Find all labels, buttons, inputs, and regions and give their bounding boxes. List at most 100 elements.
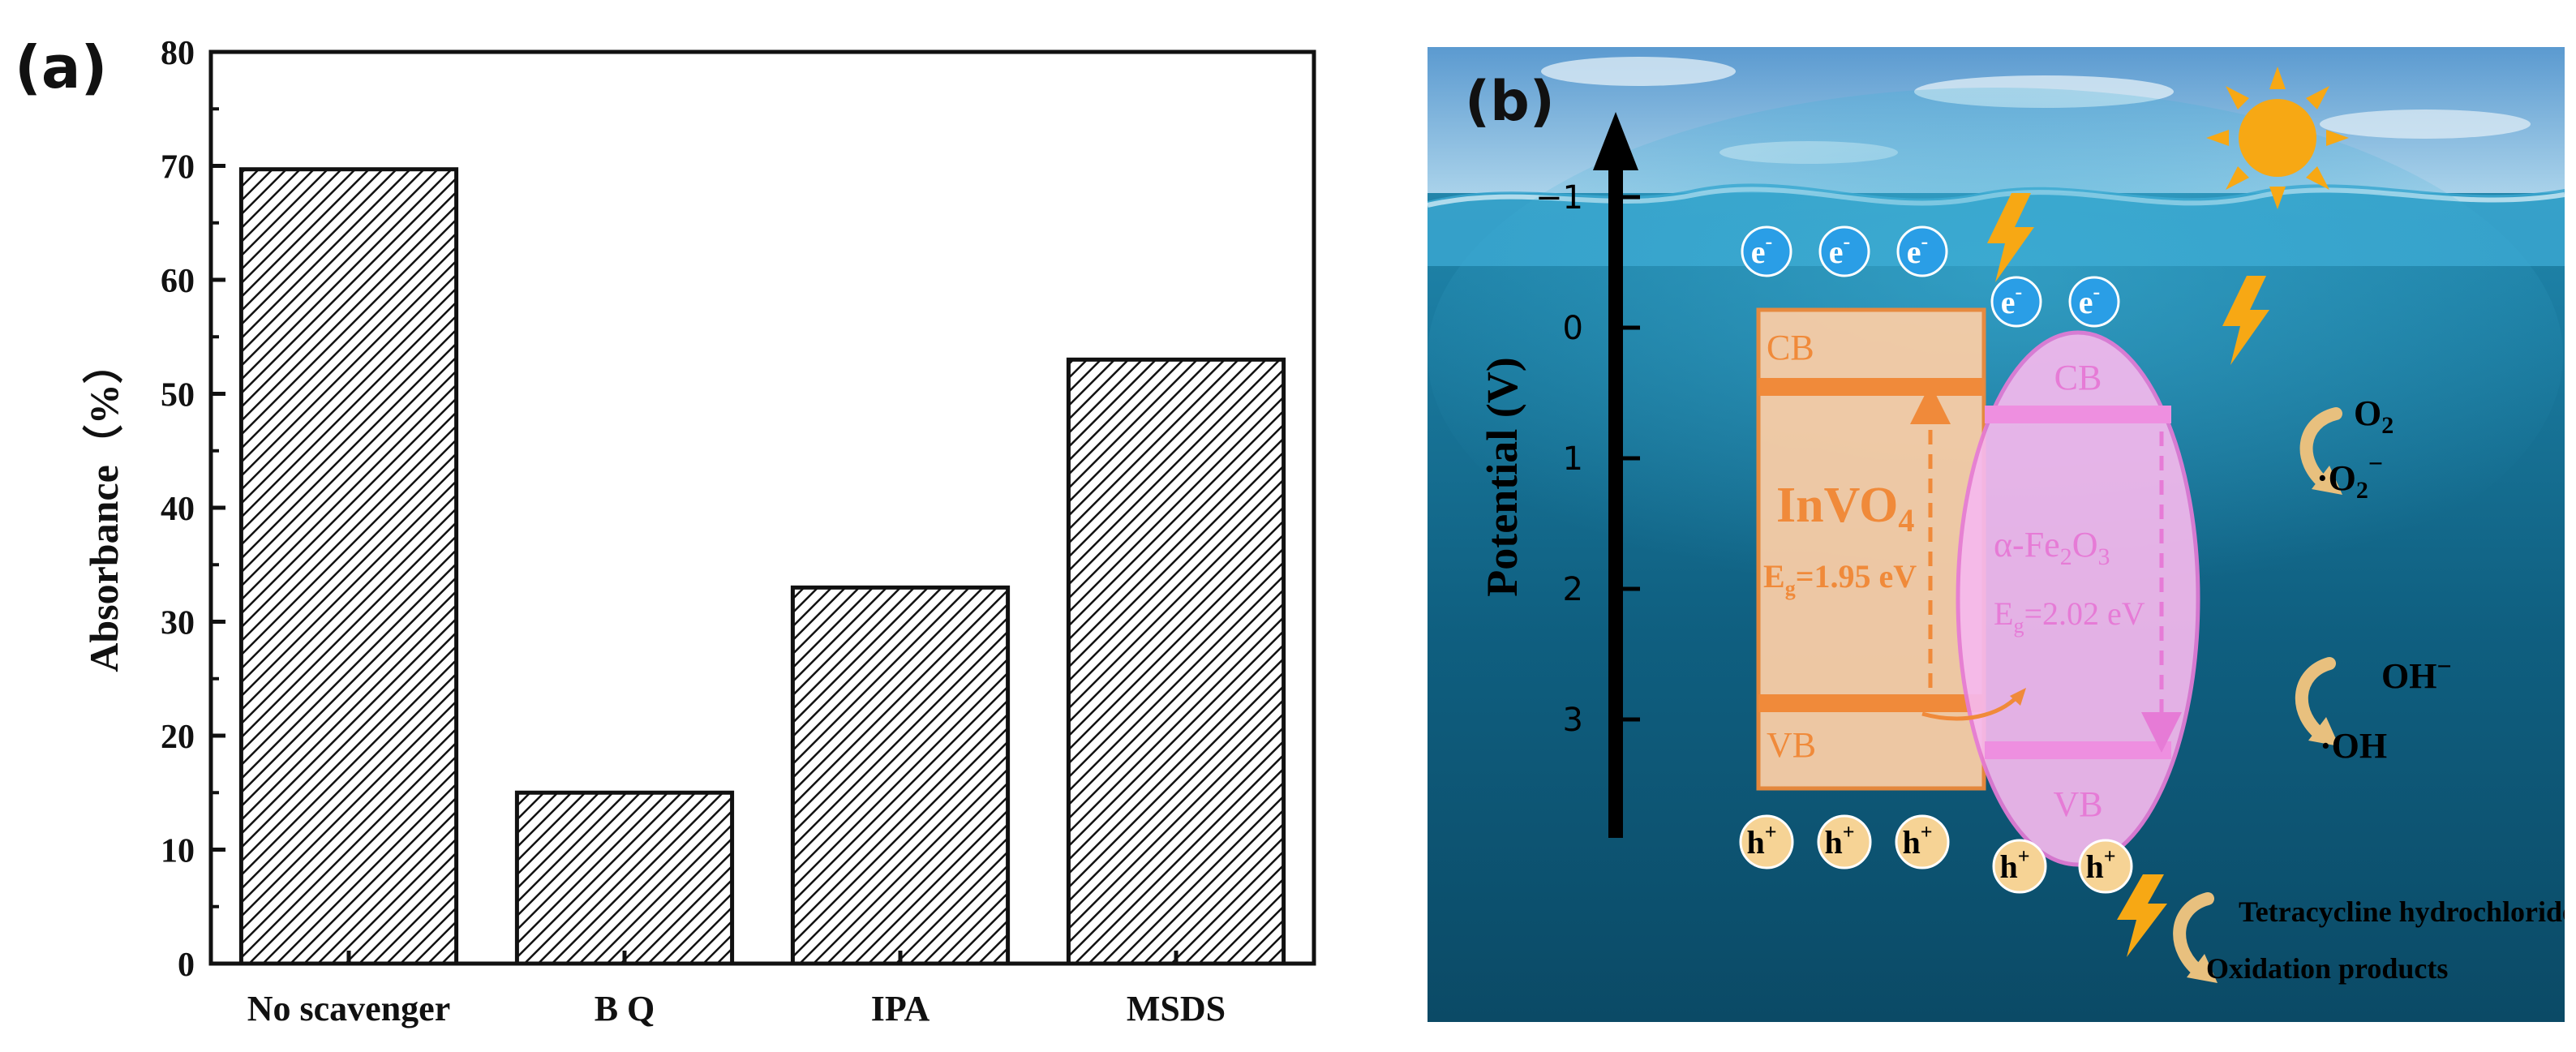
fe2o3-eg-value: =2.02 eV: [2024, 595, 2145, 632]
invo4-eg-sub: g: [1785, 577, 1796, 600]
hydroxide-sup: −: [2436, 651, 2451, 681]
o2-label: O: [2354, 393, 2381, 433]
svg-text:InVO4: InVO4: [1776, 478, 1914, 539]
o2-sub: 2: [2381, 412, 2394, 439]
potential-axis: −1 0 1 2 3 Potential (V): [1478, 112, 1640, 838]
x-tick-label: IPA: [871, 989, 930, 1028]
panel-b-label: (b): [1465, 70, 1555, 134]
x-tick-label: No scavenger: [247, 989, 451, 1028]
y-tick-label: 40: [161, 491, 195, 528]
svg-text:α-Fe2O3: α-Fe2O3: [1994, 525, 2110, 570]
electron-group: e-e-e-e-e-: [1741, 225, 2120, 328]
hydroxyl-radical-label: ·OH: [2320, 726, 2387, 766]
fe2o3-name-sub2: 3: [2098, 543, 2110, 570]
y-tick-label: 60: [161, 263, 195, 300]
y-tick-label: 50: [161, 377, 195, 414]
fe2o3-cb-level: [1985, 406, 2171, 423]
y-tick-label: 10: [161, 833, 195, 870]
cloud: [2320, 109, 2531, 139]
svg-text:Eg=1.95 eV: Eg=1.95 eV: [1763, 558, 1917, 600]
svg-text:e-: e-: [1829, 230, 1850, 270]
superoxide-label: ·O: [2316, 458, 2356, 498]
oxidation-products-label: Oxidation products: [2206, 952, 2448, 985]
reaction-arrow-o2: [2299, 407, 2342, 492]
hole-transfer-arrow: [1921, 694, 2020, 721]
svg-text:h+: h+: [1902, 820, 1932, 861]
potential-tick-label: 0: [1563, 310, 1583, 347]
hole-icon: h+: [1817, 814, 1872, 870]
electron-icon: e-: [1818, 225, 1870, 277]
invo4-band: CB VB InVO4 Eg=1.95 eV: [1756, 307, 1986, 791]
y-tick-label: 30: [161, 605, 195, 642]
potential-axis-label: Potential (V): [1478, 357, 1526, 596]
sun-icon: [2206, 67, 2349, 209]
fe2o3-eg-sub: g: [2013, 614, 2024, 638]
reaction-arrowhead: [2187, 954, 2218, 983]
cloud: [1541, 57, 1736, 86]
svg-text:Eg=2.02 eV: Eg=2.02 eV: [1994, 595, 2145, 638]
y-tick-label: 80: [161, 35, 195, 72]
hole-icon: h+: [1992, 839, 2047, 894]
invo4-name: InVO: [1776, 478, 1898, 533]
bar-b-q: [514, 790, 735, 966]
potential-tick-label: 1: [1563, 440, 1583, 478]
svg-text:h+: h+: [1746, 820, 1776, 861]
svg-text:OH−: OH−: [2381, 651, 2452, 696]
invo4-vb-level: [1758, 694, 1984, 712]
lightning-icon: [2222, 276, 2269, 365]
fe2o3-eg-symbol: E: [1994, 595, 2013, 632]
electron-icon: e-: [2068, 276, 2120, 328]
svg-text:·O2−: ·O2−: [2316, 449, 2383, 504]
fe2o3-cb-label: CB: [2054, 358, 2102, 397]
fe2o3-name-sub1: 2: [2060, 543, 2072, 570]
bar-msds: [1066, 357, 1286, 966]
reaction-arrow-oh: [2295, 657, 2336, 743]
invo4-eg-symbol: E: [1763, 558, 1785, 595]
fe2o3-name-a: α-Fe: [1994, 525, 2060, 565]
svg-text:h+: h+: [1999, 844, 2029, 885]
hole-icon: h+: [1895, 814, 1950, 870]
potential-tick-label: 2: [1563, 571, 1583, 608]
hole-transfer-arrowhead: [2010, 688, 2026, 706]
bar-chart: (a) 0 10 20 30 40 50 60 70 80 No scavenger B Q IPA…: [15, 33, 1316, 1028]
svg-text:h+: h+: [1824, 820, 1854, 861]
superoxide-sub: 2: [2356, 477, 2368, 504]
x-tick-label: B Q: [595, 989, 655, 1028]
y-tick-label: 20: [161, 719, 195, 756]
electron-icon: e-: [1741, 225, 1792, 277]
electron-icon: e-: [1990, 276, 2042, 328]
invo4-name-sub: 4: [1898, 502, 1914, 539]
reaction-arrowhead: [2312, 466, 2342, 495]
tetracycline-label: Tetracycline hydrochloride: [2239, 895, 2565, 928]
invo4-cb-level: [1758, 378, 1984, 396]
invo4-eg-value: =1.95 eV: [1796, 558, 1917, 595]
invo4-vb-label: VB: [1767, 725, 1816, 765]
fe2o3-name-b: O: [2072, 525, 2098, 565]
hole-icon: h+: [2078, 839, 2133, 894]
y-axis-label: Absorbance（%）: [81, 343, 127, 672]
hole-group: h+ h+ h+ h+ h+: [1739, 814, 2133, 894]
y-tick-label: 70: [161, 149, 195, 187]
lightning-icon: [2117, 874, 2167, 957]
svg-text:e-: e-: [1751, 230, 1772, 270]
hydroxide-label: OH: [2381, 656, 2436, 696]
superoxide-sup: −: [2368, 449, 2383, 478]
y-tick-label: 0: [178, 947, 195, 984]
electron-icon: e-: [1896, 225, 1948, 277]
underwater-glow: [1428, 88, 2563, 623]
svg-text:e-: e-: [2001, 280, 2022, 320]
potential-tick-label: 3: [1563, 702, 1583, 739]
svg-text:e-: e-: [1907, 230, 1928, 270]
potential-tick-label: −1: [1535, 179, 1583, 217]
bar-ipa: [790, 585, 1011, 966]
x-tick-label: MSDS: [1127, 989, 1226, 1028]
mechanism-panel: (b) −1 0 1 2 3 Potential (V) CB VB InVO4 Eg=…: [1428, 47, 2565, 1022]
reaction-arrowhead: [2308, 717, 2339, 746]
reaction-arrow-tc: [2173, 892, 2214, 980]
svg-text:O2: O2: [2354, 393, 2394, 439]
svg-text:e-: e-: [2079, 280, 2100, 320]
fe2o3-vb-level: [1985, 741, 2171, 759]
panel-a-label: (a): [15, 33, 107, 101]
svg-text:h+: h+: [2085, 844, 2115, 885]
fe2o3-vb-label: VB: [2053, 784, 2102, 824]
